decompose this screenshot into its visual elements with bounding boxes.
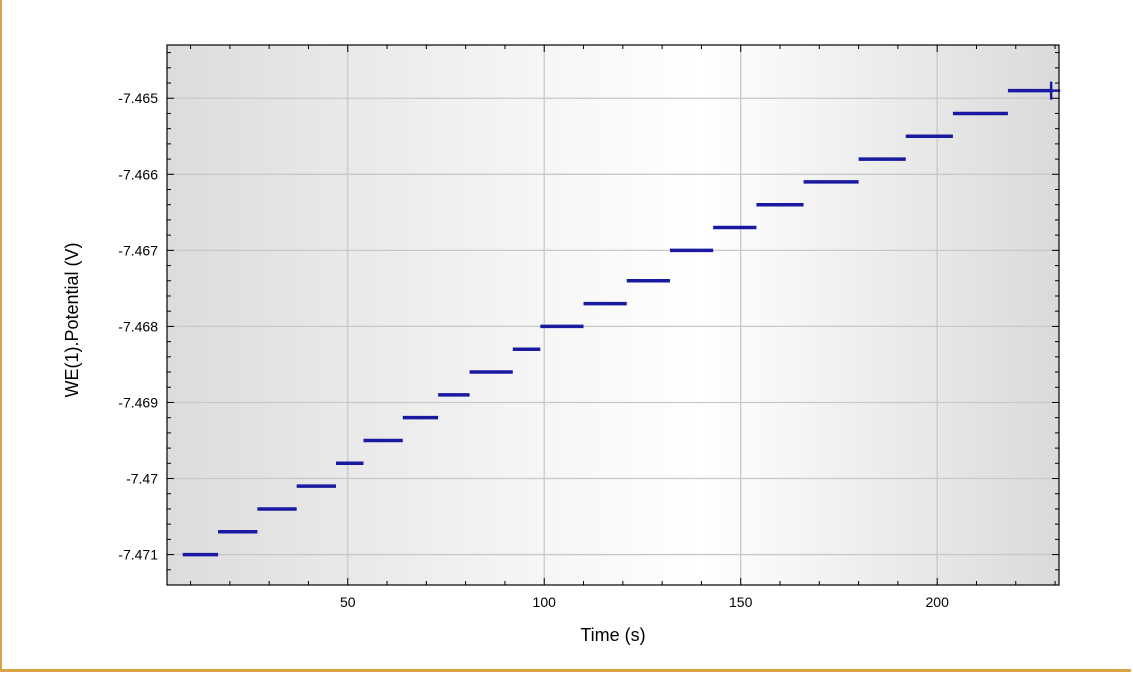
plot-border bbox=[166, 44, 1060, 586]
y-tick-label: -7.469 bbox=[118, 394, 158, 410]
y-tick-label: -7.467 bbox=[118, 242, 158, 258]
x-axis-ticks: 50 100 150 200 bbox=[340, 45, 949, 610]
minor-ticks bbox=[167, 45, 1059, 586]
cursor-marker bbox=[1042, 81, 1061, 100]
y-tick-label: -7.466 bbox=[118, 166, 158, 182]
grid bbox=[167, 45, 1059, 585]
y-axis-title: WE(1).Potential (V) bbox=[62, 242, 82, 397]
x-axis-title: Time (s) bbox=[580, 625, 645, 645]
y-tick-label: -7.471 bbox=[118, 547, 158, 563]
x-tick-label: 100 bbox=[533, 594, 557, 610]
y-tick-label: -7.468 bbox=[118, 318, 158, 334]
y-tick-label: -7.465 bbox=[118, 90, 158, 106]
data-series bbox=[182, 81, 1061, 557]
x-tick-label: 50 bbox=[340, 594, 356, 610]
x-tick-label: 150 bbox=[729, 594, 753, 610]
plot-area bbox=[167, 45, 1059, 585]
y-axis-ticks: -7.471 -7.47 -7.469 -7.468 -7.467 -7.466 -7.46… bbox=[118, 90, 1059, 563]
x-tick-label: 200 bbox=[926, 594, 950, 610]
y-tick-label: -7.47 bbox=[126, 471, 158, 487]
